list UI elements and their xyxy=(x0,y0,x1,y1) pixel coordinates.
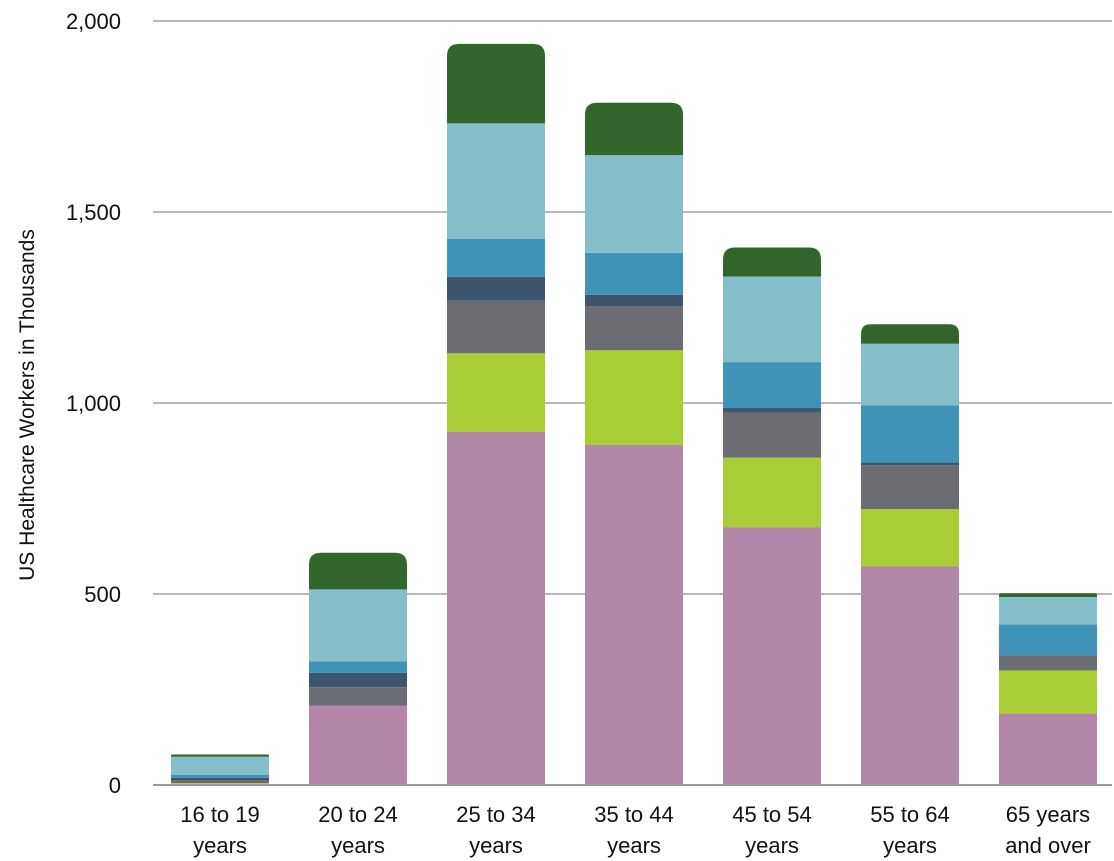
bar-segment xyxy=(447,123,545,239)
bar-segment xyxy=(723,412,821,458)
bar-segment xyxy=(861,509,959,567)
bar-segment xyxy=(585,102,683,156)
x-tick-label: years xyxy=(331,833,385,858)
y-tick-label: 500 xyxy=(84,582,121,607)
x-tick-label: 35 to 44 xyxy=(594,802,674,827)
x-tick-label: 16 to 19 xyxy=(180,802,260,827)
x-tick-label: 65 years xyxy=(1006,802,1090,827)
bar-segment xyxy=(447,43,545,124)
bar-segment xyxy=(171,777,269,781)
bar-stack xyxy=(171,754,269,785)
x-tick-label: years xyxy=(469,833,523,858)
bar-segment xyxy=(585,306,683,351)
y-tick-label: 1,500 xyxy=(66,200,121,225)
x-tick-label: years xyxy=(883,833,937,858)
bar-segment xyxy=(585,155,683,253)
bar-stack xyxy=(999,593,1097,785)
bar-segment xyxy=(447,431,545,785)
bar-segment xyxy=(861,324,959,344)
x-tick-label: 20 to 24 xyxy=(318,802,398,827)
x-tick-label: years xyxy=(607,833,661,858)
bar-segment xyxy=(309,705,407,785)
bar-segment xyxy=(999,713,1097,785)
y-tick-label: 0 xyxy=(109,773,121,798)
x-tick-label: years xyxy=(745,833,799,858)
bar-segment xyxy=(171,774,269,778)
bar-segment xyxy=(861,343,959,406)
bar-stack xyxy=(309,552,407,785)
bar-segment xyxy=(447,238,545,277)
bar-segment xyxy=(309,687,407,706)
bar-segment xyxy=(999,670,1097,714)
bar-segment xyxy=(723,527,821,785)
y-axis-title: US Healthcare Workers in Thousands xyxy=(16,229,39,581)
bar-stack xyxy=(585,102,683,785)
bar-stack xyxy=(447,43,545,785)
bar-segment xyxy=(861,566,959,785)
bar-segment xyxy=(999,655,1097,671)
bar-segment xyxy=(309,661,407,673)
y-tick-label: 2,000 xyxy=(66,9,121,34)
bar-segment xyxy=(585,252,683,295)
bar-segment xyxy=(171,756,269,775)
bar-segment xyxy=(309,552,407,590)
bar-segment xyxy=(723,247,821,277)
bar-segment xyxy=(171,783,269,784)
bars xyxy=(171,43,1097,785)
y-tick-label: 1,000 xyxy=(66,391,121,416)
x-tick-label: 25 to 34 xyxy=(456,802,536,827)
bar-segment xyxy=(999,597,1097,625)
bar-segment xyxy=(999,593,1097,598)
bar-segment xyxy=(171,780,269,784)
bar-segment xyxy=(861,465,959,510)
bar-segment xyxy=(861,405,959,463)
bar-segment xyxy=(723,362,821,408)
bar-segment xyxy=(447,353,545,432)
bar-segment xyxy=(447,276,545,301)
bar-segment xyxy=(999,624,1097,656)
x-tick-label: years xyxy=(193,833,247,858)
bar-segment xyxy=(723,276,821,363)
bar-stack xyxy=(723,247,821,785)
bar-segment xyxy=(861,462,959,466)
bar-segment xyxy=(723,457,821,528)
axes: 0 500 1,000 1,500 2,000 16 to 19 years 20 to 24… xyxy=(66,9,1112,858)
x-tick-label: 55 to 64 xyxy=(870,802,950,827)
bar-segment xyxy=(309,589,407,662)
bar-segment xyxy=(585,294,683,307)
bar-segment xyxy=(447,300,545,354)
bar-segment xyxy=(723,407,821,413)
x-tick-label: 45 to 54 xyxy=(732,802,812,827)
bar-segment xyxy=(309,672,407,688)
x-tick-label: and over xyxy=(1005,833,1091,858)
bar-segment xyxy=(585,445,683,785)
bar-stack xyxy=(861,324,959,785)
bar-segment xyxy=(585,350,683,446)
bar-segment xyxy=(171,754,269,757)
